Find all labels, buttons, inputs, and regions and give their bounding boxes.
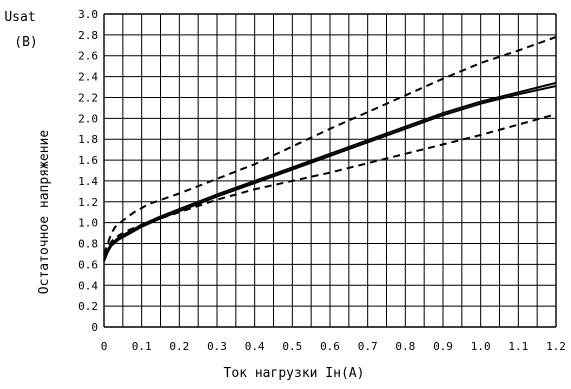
x-tick-label: 0.6 [320, 340, 340, 353]
series-line-2 [103, 81, 557, 260]
x-tick-label: 0.9 [433, 340, 453, 353]
x-tick-label: 0.5 [282, 340, 302, 353]
y-tick-label: 0 [91, 321, 98, 334]
y-tick-label: 2.0 [78, 112, 98, 125]
y-axis-title: Usat [4, 10, 35, 25]
y-tick-label: 1.8 [78, 133, 98, 146]
y-tick-label: 2.2 [78, 91, 98, 104]
y-tick-label: 2.6 [78, 50, 98, 63]
x-tick-label: 0.3 [207, 340, 227, 353]
y-tick-label: 0.6 [78, 258, 98, 271]
y-axis-unit: (В) [14, 35, 37, 50]
y-tick-label: 0.8 [78, 238, 98, 251]
y-tick-label: 2.8 [78, 29, 98, 42]
series-line-4 [103, 113, 557, 257]
x-tick-label: 0.2 [169, 340, 189, 353]
y-tick-label: 2.4 [78, 71, 98, 84]
y-tick-label: 1.4 [78, 175, 98, 188]
x-tick-label: 0.7 [358, 340, 378, 353]
y-tick-labels: 0 0.2 0.4 0.6 0.8 1.0 1.2 1.4 1.6 1.8 2.0 2.2 2.4 2.6… [78, 8, 98, 334]
y-axis-label: Остаточное напряжение [37, 130, 52, 295]
x-tick-label: 1.2 [546, 340, 566, 353]
series-line-1 [103, 36, 557, 255]
y-tick-label: 0.4 [78, 279, 98, 292]
y-tick-label: 1.0 [78, 217, 98, 230]
x-tick-label: 0.1 [132, 340, 152, 353]
x-tick-label: 0.4 [245, 340, 265, 353]
y-tick-label: 1.6 [78, 154, 98, 167]
series-line-3 [103, 85, 557, 262]
series-group [103, 36, 557, 262]
y-tick-label: 1.2 [78, 196, 98, 209]
grid [103, 13, 557, 328]
x-axis-label: Ток нагрузки Iн(А) [224, 366, 365, 381]
y-tick-label: 0.2 [78, 300, 98, 313]
x-tick-label: 0.8 [395, 340, 415, 353]
x-tick-label: 1.1 [508, 340, 528, 353]
x-tick-labels: 0 0.1 0.2 0.3 0.4 0.5 0.6 0.7 0.8 0.9 1.0 1.1 1.2 [101, 340, 566, 353]
y-tick-label: 3.0 [78, 8, 98, 21]
x-tick-label: 0 [101, 340, 108, 353]
x-tick-label: 1.0 [471, 340, 491, 353]
